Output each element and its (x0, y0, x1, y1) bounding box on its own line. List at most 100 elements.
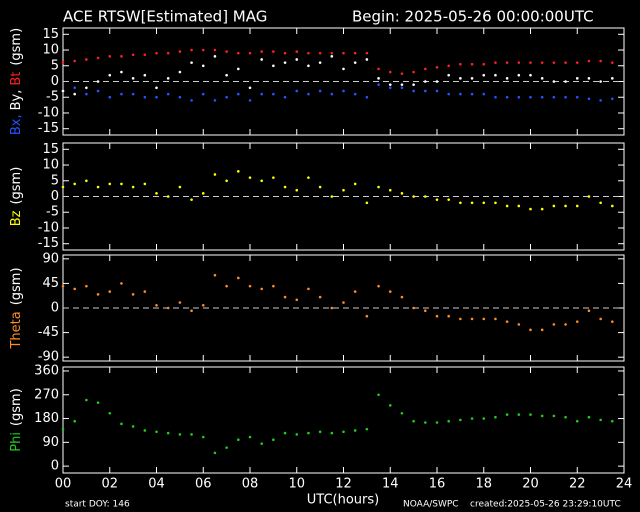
y-tick-label: 90 (42, 251, 59, 266)
data-point (459, 92, 462, 96)
data-point (505, 77, 509, 80)
data-point (552, 80, 556, 83)
data-point (85, 179, 88, 183)
data-point (564, 415, 567, 419)
data-point (330, 195, 334, 198)
data-point (587, 97, 591, 101)
data-point (108, 290, 112, 293)
data-point (400, 86, 404, 90)
data-point (283, 95, 287, 99)
y-tick-label: -5 (46, 205, 59, 220)
data-point (307, 176, 310, 179)
data-point (424, 67, 427, 71)
data-point (517, 73, 521, 77)
data-point (529, 328, 532, 332)
data-point (178, 301, 182, 304)
data-point (61, 61, 65, 64)
x-tick-label: 12 (335, 477, 352, 492)
data-point (166, 306, 170, 310)
data-point (529, 73, 532, 77)
legend-entry: Bx, (9, 114, 24, 135)
source: NOAA/SWPC (403, 500, 459, 510)
data-point (237, 276, 240, 280)
data-point (564, 80, 567, 83)
data-point (482, 417, 486, 420)
data-point (564, 323, 567, 326)
data-point (342, 430, 345, 434)
data-point (505, 413, 509, 416)
data-point (529, 95, 532, 99)
data-point (307, 431, 310, 435)
data-point (377, 185, 380, 189)
data-point (131, 185, 135, 189)
data-point (517, 323, 521, 326)
data-point (482, 201, 486, 205)
data-point (388, 188, 392, 192)
data-point (295, 50, 299, 53)
data-point (365, 58, 369, 61)
data-point (283, 61, 287, 64)
data-point (353, 429, 357, 432)
data-point (73, 287, 76, 291)
data-point (143, 290, 147, 293)
data-point (201, 192, 205, 195)
data-point (447, 314, 450, 318)
data-point (237, 438, 240, 441)
data-point (517, 61, 521, 64)
y-tick-label: 45 (42, 276, 59, 291)
data-point (307, 64, 310, 68)
data-point (505, 320, 509, 323)
data-point (505, 95, 509, 99)
data-point (61, 185, 65, 189)
data-point (611, 97, 614, 101)
data-point (400, 192, 404, 195)
data-point (201, 48, 205, 52)
data-point (225, 446, 228, 449)
data-point (611, 204, 614, 208)
data-point (587, 415, 591, 419)
data-point (260, 442, 263, 445)
data-point (225, 95, 228, 99)
data-point (120, 92, 123, 96)
data-point (201, 92, 205, 96)
x-tick-label: 00 (55, 477, 72, 492)
data-point (494, 61, 497, 64)
data-point (435, 198, 439, 201)
data-point (412, 195, 415, 198)
y-axis-label: Phi (gsm) (9, 388, 24, 452)
data-point (96, 89, 100, 93)
data-point (178, 50, 182, 53)
data-point (318, 89, 322, 93)
data-point (272, 176, 275, 179)
data-point (599, 317, 602, 321)
y-tick-label: -10 (38, 105, 59, 120)
data-point (155, 192, 158, 195)
chart-title: ACE RTSW[Estimated] MAG (63, 8, 267, 26)
data-point (388, 86, 392, 90)
data-point (353, 51, 357, 55)
data-point (470, 77, 474, 80)
data-point (529, 207, 532, 211)
data-point (120, 282, 123, 285)
y-tick-label: 15 (42, 142, 59, 157)
data-point (155, 430, 158, 434)
data-point (552, 95, 556, 99)
data-point (435, 80, 439, 83)
data-point (260, 50, 263, 53)
data-point (575, 61, 579, 64)
data-point (96, 185, 100, 189)
data-point (424, 89, 427, 93)
data-point (435, 421, 439, 424)
data-point (388, 404, 392, 407)
data-point (353, 182, 357, 186)
data-point (552, 61, 556, 64)
data-point (96, 56, 100, 60)
y-tick-label: -5 (46, 90, 59, 105)
data-point (318, 295, 322, 299)
data-point (575, 95, 579, 99)
data-point (552, 414, 556, 418)
data-point (388, 70, 392, 74)
y-axis-title: (gsm) (9, 167, 24, 205)
data-point (447, 64, 450, 68)
